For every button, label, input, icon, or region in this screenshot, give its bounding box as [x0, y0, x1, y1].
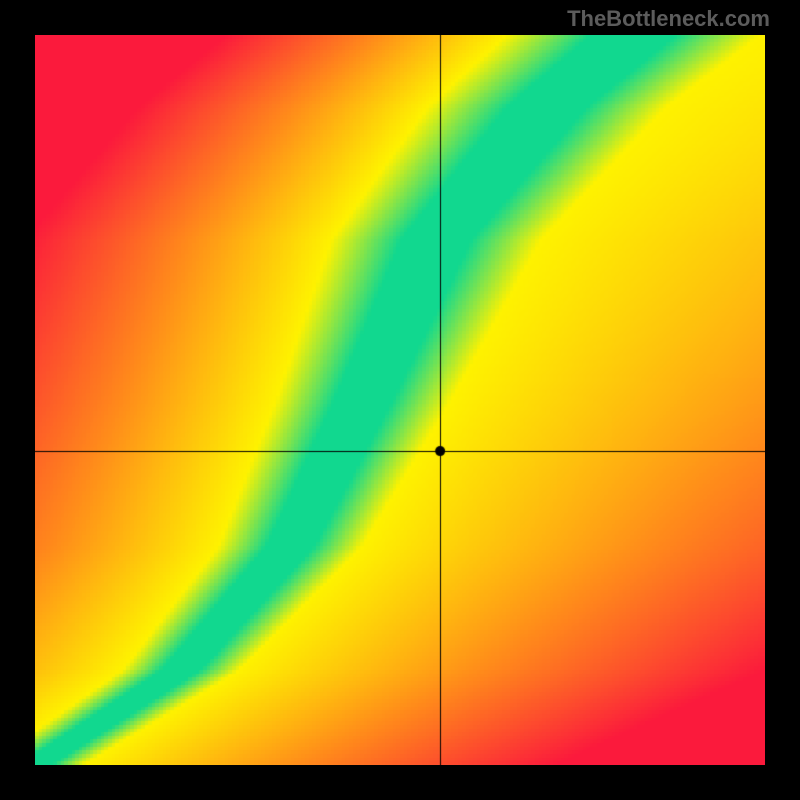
bottleneck-heatmap	[35, 35, 765, 765]
outer-frame: TheBottleneck.com	[0, 0, 800, 800]
watermark-text: TheBottleneck.com	[567, 6, 770, 32]
